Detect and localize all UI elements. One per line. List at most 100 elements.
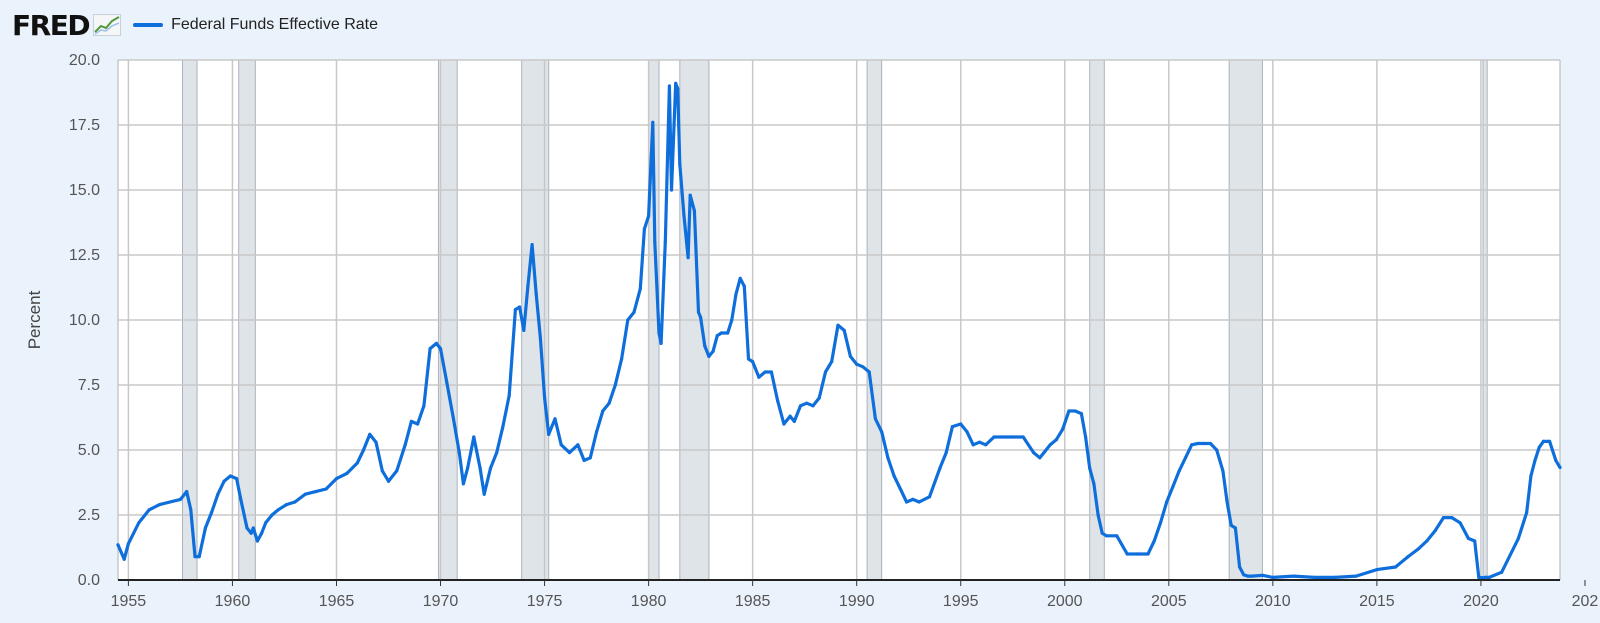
data-point: [842, 328, 846, 332]
data-point: [805, 401, 809, 405]
data-point: [1100, 531, 1104, 535]
data-point: [686, 256, 690, 260]
data-point: [1136, 552, 1140, 556]
data-point: [848, 354, 853, 358]
data-point: [158, 503, 162, 507]
data-point: [451, 414, 455, 418]
data-point: [669, 188, 674, 192]
data-point: [1433, 529, 1437, 533]
data-point: [1541, 439, 1545, 443]
data-point: [1000, 435, 1004, 439]
data-point: [543, 396, 547, 400]
data-point: [1084, 435, 1088, 439]
data-point: [959, 422, 963, 426]
data-point: [1450, 516, 1454, 520]
data-point: [1260, 573, 1264, 577]
data-point: [1215, 448, 1219, 452]
fred-logo[interactable]: FRED: [12, 9, 122, 42]
chart-legend: Federal Funds Effective Rate: [133, 16, 378, 34]
data-point: [873, 417, 878, 421]
data-point: [703, 344, 707, 348]
y-tick-label: 2.5: [78, 507, 100, 524]
data-point: [361, 448, 366, 452]
data-point: [403, 443, 407, 447]
data-point: [1477, 575, 1481, 580]
data-point: [1529, 474, 1533, 478]
data-point: [386, 479, 391, 483]
data-point: [1073, 409, 1077, 413]
data-point: [688, 193, 692, 197]
x-tick-label: 1955: [111, 593, 147, 610]
data-point: [830, 360, 834, 364]
data-point: [576, 443, 580, 447]
data-point: [245, 526, 249, 530]
data-point: [950, 425, 955, 429]
data-point: [1554, 458, 1558, 462]
data-point: [699, 315, 703, 319]
data-point: [1183, 456, 1188, 460]
data-point: [1190, 443, 1194, 447]
data-point: [507, 393, 511, 397]
data-point: [1208, 441, 1212, 446]
y-tick-label: 12.5: [69, 247, 100, 264]
data-point: [711, 349, 715, 353]
data-point: [1416, 547, 1421, 551]
data-point: [270, 513, 274, 517]
data-point: [715, 334, 719, 338]
data-point: [457, 451, 461, 455]
data-point: [147, 508, 151, 512]
data-point: [1473, 539, 1477, 543]
data-point: [526, 284, 530, 288]
x-tick-label: 1980: [631, 593, 667, 610]
data-point: [438, 347, 443, 351]
data-point: [1092, 482, 1096, 486]
data-point: [1221, 469, 1225, 473]
data-point: [1250, 574, 1254, 578]
data-point: [667, 84, 672, 88]
data-point: [264, 521, 268, 525]
data-point: [324, 487, 328, 491]
series-line: [116, 81, 1562, 580]
grid-lines: [117, 59, 1561, 580]
data-point: [663, 240, 667, 244]
data-point: [547, 432, 551, 436]
data-point: [1483, 575, 1487, 580]
data-point: [911, 497, 915, 501]
data-point: [1516, 536, 1520, 541]
data-point: [730, 318, 734, 322]
data-point: [567, 451, 572, 455]
y-axis-label: Percent: [25, 290, 44, 349]
data-point: [823, 370, 828, 374]
x-tick-label: 1975: [527, 593, 563, 610]
x-tick-label: 1995: [943, 593, 979, 610]
legend-swatch: [133, 23, 164, 27]
data-point: [653, 240, 657, 244]
data-point: [892, 474, 896, 478]
data-point: [657, 331, 661, 335]
data-point: [434, 341, 438, 345]
data-point: [1067, 409, 1071, 413]
legend-label: Federal Funds Effective Rate: [171, 16, 378, 33]
data-point: [1333, 575, 1337, 580]
x-tick-label: 1960: [215, 593, 251, 610]
data-point: [1548, 439, 1552, 443]
data-point: [1466, 536, 1470, 541]
data-point: [905, 500, 909, 504]
data-point: [1441, 516, 1446, 520]
data-point: [122, 557, 126, 561]
line-graph-icon: [93, 14, 122, 36]
x-tick-label: 202: [1572, 593, 1599, 610]
data-point: [522, 328, 526, 332]
data-point: [1096, 513, 1100, 517]
data-point: [534, 292, 538, 296]
data-point: [678, 162, 682, 166]
data-point: [409, 419, 413, 423]
data-point: [1406, 555, 1410, 559]
y-tick-label: 10.0: [69, 312, 100, 329]
data-point: [251, 526, 255, 530]
data-point: [1225, 500, 1229, 504]
data-point: [944, 451, 948, 455]
data-point: [466, 466, 470, 470]
data-point: [1238, 565, 1242, 569]
